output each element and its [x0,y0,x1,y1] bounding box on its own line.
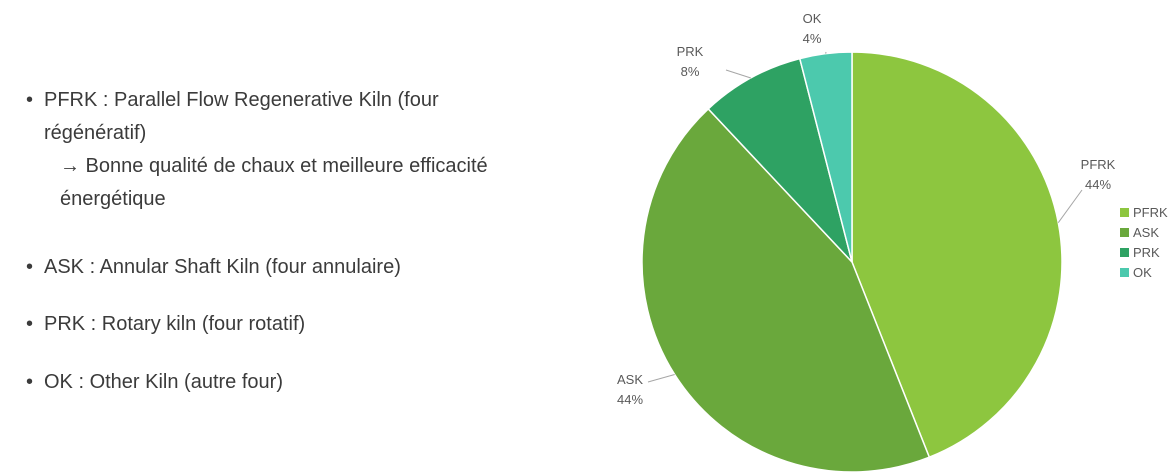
legend-swatch [1120,228,1129,237]
legend-label: PRK [1133,245,1160,260]
data-label-value: 44% [617,392,643,407]
data-label-name: PFRK [1081,157,1116,172]
pie-slice [798,51,853,263]
bullet-text: PFRK : Parallel Flow Regenerative Kiln (… [44,89,439,144]
data-label-value: 44% [1085,177,1111,192]
legend-swatch [1120,208,1129,217]
bullet: OK : Other Kiln (autre four) [26,366,524,399]
pie-slice [707,57,853,263]
bullet: ASK : Annular Shaft Kiln (four annulaire… [26,251,524,284]
pie-slice [851,51,1063,459]
bullet-text: PRK : Rotary kiln (four rotatif) [44,313,306,335]
legend-swatch [1120,268,1129,277]
legend-label: OK [1133,265,1152,280]
legend-swatch [1120,248,1129,257]
bullet-text: OK : Other Kiln (autre four) [44,371,283,393]
data-label-value: 4% [803,31,822,46]
bullet: PRK : Rotary kiln (four rotatif) [26,308,524,341]
data-label-name: OK [803,11,822,26]
bullet: PFRK : Parallel Flow Regenerative Kiln (… [26,84,524,216]
data-label-name: ASK [617,372,643,387]
data-label-name: PRK [677,44,704,59]
data-label-value: 8% [681,64,700,79]
pie-slice [641,107,931,473]
leader-line [647,374,675,383]
leader-line [1057,189,1083,223]
legend-label: ASK [1133,225,1159,240]
bullet-sub: → Bonne qualité de chaux et meilleure ef… [60,155,488,210]
leader-line [725,69,751,79]
bullet-text: ASK : Annular Shaft Kiln (four annulaire… [44,256,401,278]
legend-label: PFRK [1133,205,1168,220]
